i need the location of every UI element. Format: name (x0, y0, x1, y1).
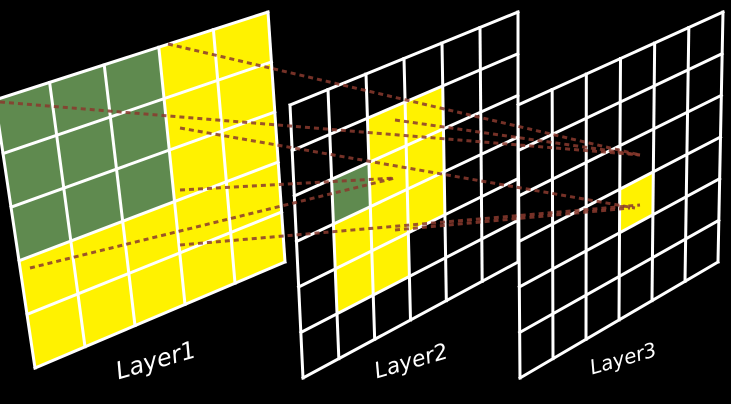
receptive-field-cell (49, 64, 111, 136)
grid-line-vertical (617, 56, 623, 322)
highlight-cell (222, 112, 279, 182)
grid-line-horizontal (517, 259, 721, 381)
grid-line-vertical (157, 45, 187, 307)
highlight-cell (371, 232, 410, 296)
highlight-cell (158, 29, 218, 99)
grid-line-vertical (266, 10, 287, 264)
grid-line-vertical (683, 25, 691, 283)
highlight-cell (335, 250, 374, 314)
highlight-cell (230, 212, 285, 284)
highlight-cell (367, 102, 407, 163)
highlight-cell (174, 181, 231, 253)
grid-line-vertical (0, 123, 37, 370)
grid-line-horizontal (9, 110, 277, 210)
receptive-field-cell (56, 116, 117, 189)
highlight-cell (122, 201, 180, 274)
highlight-cell (217, 62, 275, 132)
highlight-cell (406, 128, 445, 190)
grid-line-horizontal (0, 10, 270, 100)
grid-line-vertical (47, 80, 87, 349)
grid-line-vertical (478, 25, 484, 283)
connection-line (394, 206, 631, 232)
highlight-cell (368, 145, 408, 207)
highlight-cell (370, 189, 409, 251)
grid-line-horizontal (300, 259, 521, 381)
connection-line (0, 100, 641, 157)
grid-line-horizontal (33, 260, 287, 370)
receptive-field-cell (11, 188, 71, 261)
highlight-cell (179, 232, 235, 305)
receptive-field-cell (331, 162, 371, 225)
receptive-field-cell (0, 82, 57, 154)
grid-line-vertical (102, 63, 137, 328)
highlight-cell (19, 241, 78, 315)
highlight-cell (169, 131, 227, 202)
receptive-field-cell (63, 169, 123, 242)
highlight-cell (213, 12, 272, 81)
highlight-cell (407, 171, 445, 233)
connection-lines (0, 42, 641, 270)
highlight-cell (27, 293, 85, 368)
highlight-cell (128, 252, 185, 326)
grid-line-horizontal (1, 60, 274, 156)
receptive-field-cell (116, 150, 175, 222)
connection-line (179, 126, 636, 210)
grid-line-vertical (211, 27, 237, 285)
grid-line-vertical (716, 10, 725, 264)
highlight-cell (77, 273, 135, 347)
grid-line-horizontal (17, 160, 281, 263)
connection-line (179, 203, 641, 247)
highlight-cell (70, 221, 129, 294)
layer-3-grid (516, 10, 725, 381)
receptive-field-cell (104, 47, 165, 117)
receptive-field-cell (3, 135, 64, 208)
grid-line-horizontal (25, 210, 284, 317)
layer-2-grid (288, 10, 521, 381)
highlight-cell (333, 206, 372, 269)
